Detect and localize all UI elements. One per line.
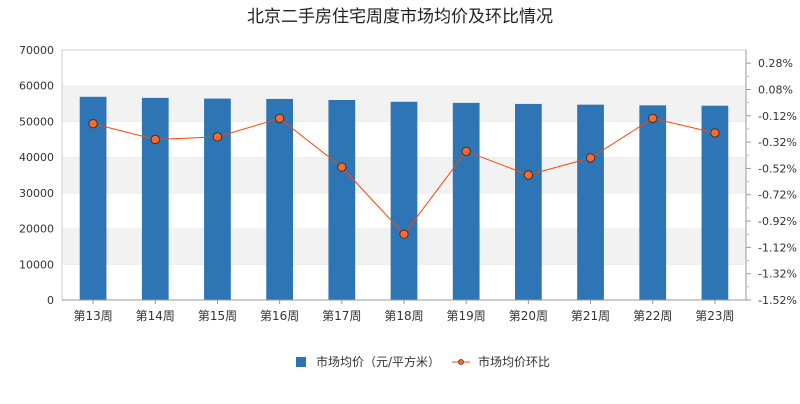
chart-title: 北京二手房住宅周度市场均价及环比情况 xyxy=(247,7,553,27)
line-point-第16周 xyxy=(274,113,285,124)
left-tick-label: 60000 xyxy=(19,80,54,93)
line-point-第17周 xyxy=(337,162,347,172)
x-tick-label: 第17周 xyxy=(322,309,361,323)
right-tick-label: -0.92% xyxy=(758,215,797,228)
bar-第15周 xyxy=(204,98,231,300)
bar-第18周 xyxy=(390,101,418,301)
x-tick-label: 第22周 xyxy=(633,309,672,323)
bar-第17周 xyxy=(328,100,356,300)
line-point-第22周 xyxy=(648,113,658,124)
right-tick-label: -1.32% xyxy=(758,268,797,281)
legend-bar-swatch xyxy=(296,357,306,367)
right-y-axis: -1.52% -1.32% -1.12% -0.92% -0.72% -0.52% -0.3… xyxy=(745,50,797,307)
right-tick-label: -0.12% xyxy=(758,110,797,123)
x-tick-label: 第15周 xyxy=(198,309,237,323)
line-point-第19周 xyxy=(461,146,471,157)
grid-band xyxy=(62,50,746,86)
left-tick-label: 70000 xyxy=(19,44,54,57)
bar-第20周 xyxy=(514,103,542,300)
bar-series xyxy=(79,96,729,301)
x-tick-label: 第16周 xyxy=(260,309,299,323)
x-tick-label: 第18周 xyxy=(384,309,423,323)
x-tick-label: 第23周 xyxy=(695,309,734,323)
right-tick-label: -1.52% xyxy=(758,294,797,307)
left-tick-label: 40000 xyxy=(19,151,54,164)
line-point-第15周 xyxy=(212,132,223,142)
legend-bar-label: 市场均价（元/平方米） xyxy=(316,354,440,369)
line-point-第23周 xyxy=(710,128,720,138)
line-point-第14周 xyxy=(150,134,160,145)
right-tick-label: -0.72% xyxy=(758,189,797,202)
x-axis: 第13周 第14周 第15周 第16周 第17周 第18周 第19周 第20周 第21周 第22周… xyxy=(62,299,746,323)
left-tick-label: 50000 xyxy=(19,115,54,128)
bar-第13周 xyxy=(79,96,107,301)
right-tick-label: -1.12% xyxy=(758,241,797,254)
x-tick-label: 第14周 xyxy=(136,309,175,323)
x-tick-label: 第19周 xyxy=(447,309,486,323)
legend-line-label: 市场均价环比 xyxy=(478,354,550,369)
line-point-第20周 xyxy=(523,170,534,180)
right-tick-label: 0.28% xyxy=(758,57,793,70)
line-point-第13周 xyxy=(88,118,98,129)
x-tick-label: 第21周 xyxy=(571,309,610,323)
right-tick-label: 0.08% xyxy=(758,83,793,96)
line-series xyxy=(88,113,720,239)
bar-第23周 xyxy=(701,105,729,300)
bar-第21周 xyxy=(577,104,604,301)
legend: 市场均价（元/平方米） 市场均价环比 xyxy=(296,354,550,369)
left-y-axis: 0 10000 20000 30000 40000 50000 60000 70000 xyxy=(19,44,54,307)
left-tick-label: 0 xyxy=(47,294,54,307)
left-tick-label: 30000 xyxy=(19,187,54,200)
bar-第22周 xyxy=(639,105,667,300)
bar-第16周 xyxy=(266,98,294,300)
left-tick-label: 20000 xyxy=(19,223,54,236)
x-tick-label: 第13周 xyxy=(73,309,112,323)
left-tick-label: 10000 xyxy=(19,258,54,271)
line-point-第21周 xyxy=(585,153,596,163)
bar-第14周 xyxy=(141,97,169,300)
legend-line-marker xyxy=(458,359,464,365)
x-tick-label: 第20周 xyxy=(509,309,548,323)
right-tick-label: -0.32% xyxy=(758,136,797,149)
bar-第19周 xyxy=(452,102,480,300)
right-tick-label: -0.52% xyxy=(758,162,797,175)
line-point-第18周 xyxy=(399,229,409,239)
